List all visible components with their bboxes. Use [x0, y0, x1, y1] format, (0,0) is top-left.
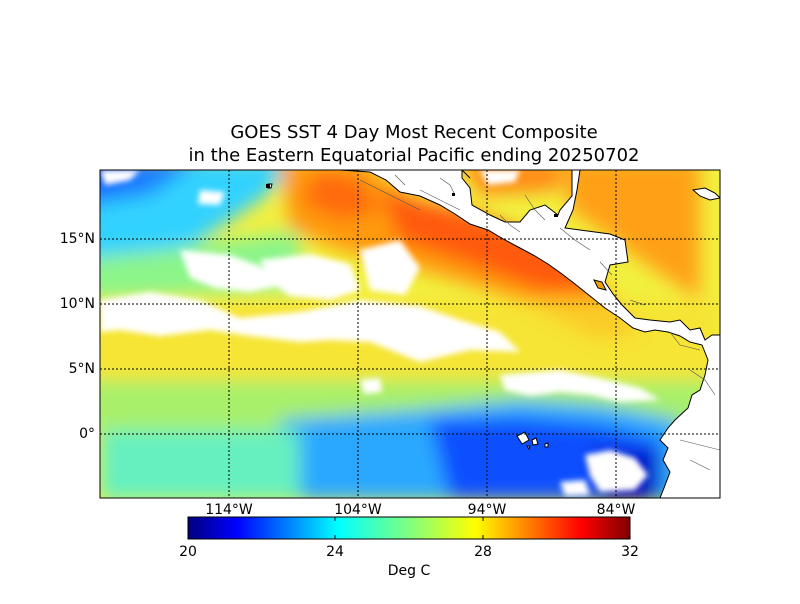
colorbar-label: Deg C [387, 563, 431, 579]
colorbar-ticks [334, 517, 484, 539]
map-frame [99, 169, 721, 499]
lat-label-5n: 5°N [68, 361, 95, 377]
lon-label-114w: 114°W [205, 502, 253, 518]
lon-label-84w: 84°W [596, 502, 636, 518]
small-islands [266, 184, 558, 217]
sst-field [100, 170, 720, 498]
colorbar-tick-28: 28 [474, 544, 492, 560]
lat-label-15n: 15°N [59, 231, 95, 247]
lon-label-94w: 94°W [467, 502, 507, 518]
lat-label-10n: 10°N [59, 296, 95, 312]
colorbar-tick-24: 24 [326, 544, 344, 560]
lon-label-104w: 104°W [334, 502, 382, 518]
political-borders [359, 174, 720, 471]
colorbar-tick-32: 32 [621, 544, 639, 560]
lat-label-equator: 0° [79, 426, 95, 442]
missing-data-areas [100, 170, 660, 496]
map-title-line-1: GOES SST 4 Day Most Recent Composite [230, 122, 598, 143]
colorbar [187, 516, 631, 540]
map-title-line-2: in the Eastern Equatorial Pacific ending… [188, 145, 640, 166]
graticule [100, 170, 720, 498]
colorbar-tick-20: 20 [179, 544, 197, 560]
lake-nicaragua [593, 279, 607, 291]
